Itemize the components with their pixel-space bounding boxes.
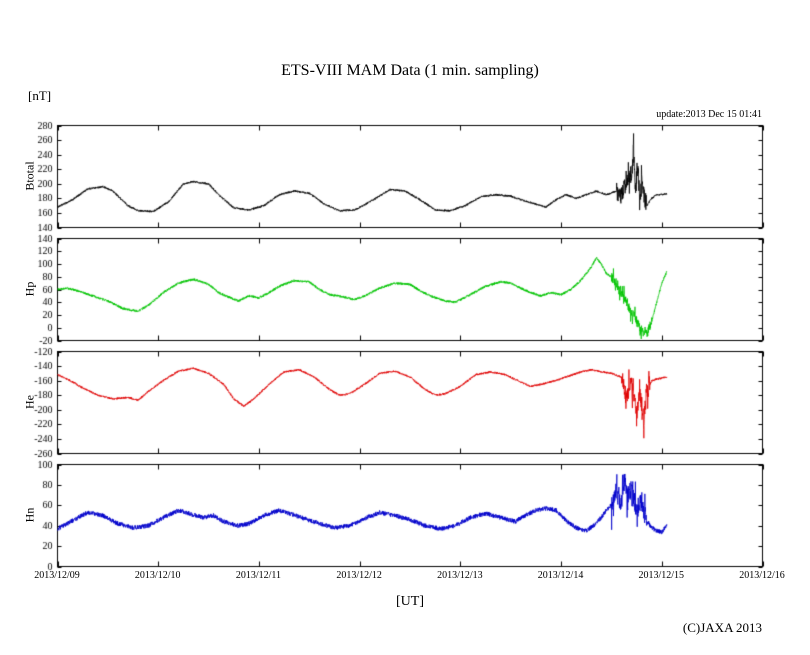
x-tick-label: 2013/12/16: [739, 570, 785, 581]
x-axis-title: [UT]: [396, 594, 424, 609]
update-timestamp: update:2013 Dec 15 01:41: [656, 109, 762, 120]
btotal-plot-canvas: [12, 119, 768, 234]
panel-hp: [12, 232, 768, 347]
ylabel-hp: Hp: [22, 281, 37, 297]
panel-he: [12, 345, 768, 460]
x-tick-label: 2013/12/11: [235, 570, 282, 581]
ylabel-btotal: Btotal: [22, 161, 37, 191]
x-tick-label: 2013/12/10: [134, 570, 181, 581]
chart-title: ETS-VIII MAM Data (1 min. sampling): [281, 62, 539, 79]
y-unit-label: [nT]: [28, 88, 52, 103]
he-plot-canvas: [12, 345, 768, 460]
hp-plot-canvas: [12, 232, 768, 347]
x-tick-label: 2013/12/09: [34, 570, 80, 581]
ylabel-hn: Hn: [22, 507, 37, 523]
copyright-label: (C)JAXA 2013: [682, 620, 762, 635]
ylabel-he: He: [22, 395, 37, 409]
panel-btotal: [12, 119, 768, 234]
panel-hn: [12, 458, 768, 573]
x-tick-label: 2013/12/12: [336, 570, 382, 581]
x-tick-label: 2013/12/13: [437, 570, 483, 581]
x-tick-label: 2013/12/14: [537, 570, 584, 581]
hn-plot-canvas: [12, 458, 768, 573]
x-tick-label: 2013/12/15: [638, 570, 685, 581]
